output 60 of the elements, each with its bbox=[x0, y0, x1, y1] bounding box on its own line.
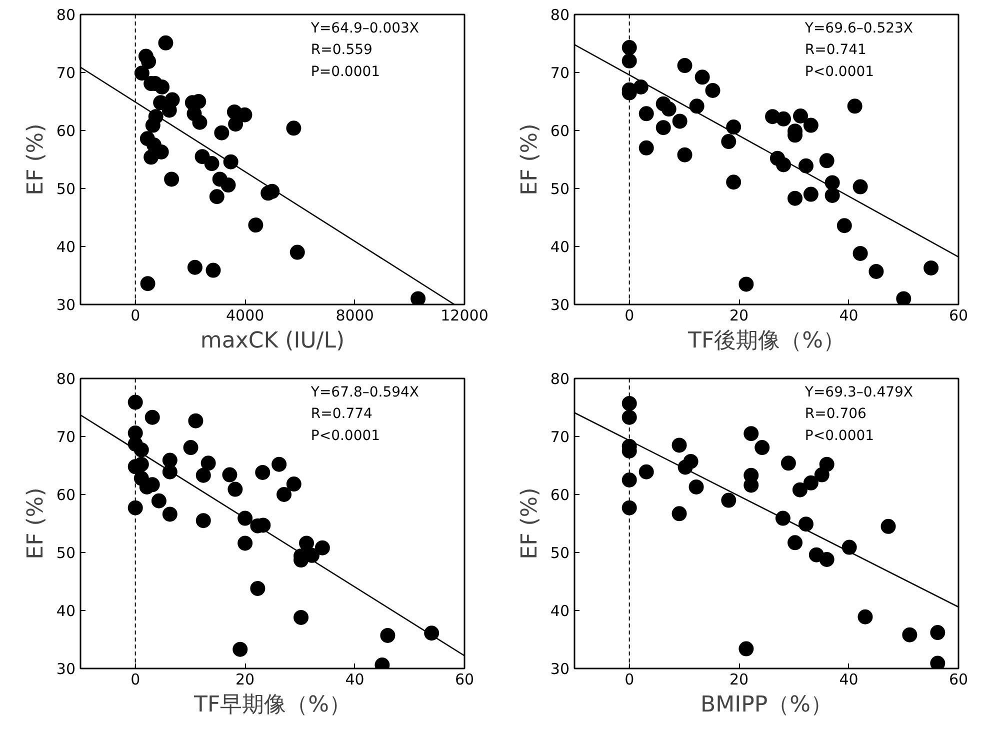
x-tick-label: 20 bbox=[730, 306, 749, 324]
y-tick-label: 50 bbox=[550, 180, 570, 198]
x-tick-label: 40 bbox=[345, 670, 364, 688]
y-axis-title: EF (%) bbox=[517, 488, 542, 560]
y-tick-label: 70 bbox=[550, 428, 570, 446]
x-axis-title: TF後期像（%） bbox=[687, 328, 845, 354]
x-axis-title: TF早期像（%） bbox=[193, 692, 351, 718]
x-tick-label: 60 bbox=[948, 306, 968, 324]
annotation: P<0.0001 bbox=[804, 428, 874, 444]
annotation: P=0.0001 bbox=[310, 64, 380, 80]
y-tick-label: 70 bbox=[56, 428, 76, 446]
x-tick-label: 0 bbox=[130, 670, 140, 688]
x-tick-label: 0 bbox=[624, 306, 634, 324]
y-axis-title: EF (%) bbox=[23, 124, 48, 196]
x-axis-title: BMIPP（%） bbox=[700, 692, 832, 718]
y-tick-label: 40 bbox=[56, 602, 76, 620]
y-tick-label: 70 bbox=[56, 64, 76, 82]
y-tick-label: 60 bbox=[550, 122, 570, 140]
y-tick-label: 80 bbox=[56, 6, 76, 24]
x-axis-title: maxCK (IU/L) bbox=[200, 328, 345, 354]
y-tick-label: 80 bbox=[550, 6, 570, 24]
y-tick-label: 40 bbox=[550, 602, 570, 620]
x-tick-label: 60 bbox=[454, 670, 474, 688]
annotation: Y=69.6–0.523X bbox=[804, 20, 914, 36]
y-tick-label: 50 bbox=[56, 544, 76, 562]
y-tick-label: 60 bbox=[56, 122, 76, 140]
y-tick-label: 60 bbox=[56, 486, 76, 504]
x-tick-label: 20 bbox=[730, 670, 749, 688]
annotation: P<0.0001 bbox=[804, 64, 874, 80]
x-tick-label: 0 bbox=[624, 670, 634, 688]
y-tick-label: 70 bbox=[550, 64, 570, 82]
x-tick-label: 60 bbox=[948, 670, 968, 688]
annotation: P<0.0001 bbox=[310, 428, 380, 444]
annotation: Y=67.8–0.594X bbox=[310, 384, 420, 400]
y-tick-label: 80 bbox=[56, 370, 76, 388]
annotation: Y=64.9–0.003X bbox=[310, 20, 420, 36]
x-tick-label: 40 bbox=[839, 670, 858, 688]
x-tick-label: 4000 bbox=[226, 306, 264, 324]
y-tick-label: 60 bbox=[550, 486, 570, 504]
y-tick-label: 50 bbox=[550, 544, 570, 562]
x-tick-label: 40 bbox=[839, 306, 858, 324]
y-tick-label: 80 bbox=[550, 370, 570, 388]
annotation: R=0.559 bbox=[310, 42, 372, 58]
y-tick-label: 30 bbox=[56, 296, 76, 314]
y-tick-label: 40 bbox=[56, 238, 76, 256]
annotation: R=0.741 bbox=[804, 42, 866, 58]
y-tick-label: 30 bbox=[56, 660, 76, 678]
x-tick-label: 20 bbox=[236, 670, 255, 688]
y-tick-label: 50 bbox=[56, 180, 76, 198]
y-tick-label: 40 bbox=[550, 238, 570, 256]
y-tick-label: 30 bbox=[550, 296, 570, 314]
annotation: R=0.774 bbox=[310, 406, 373, 422]
x-tick-label: 12000 bbox=[440, 306, 488, 324]
y-axis-title: EF (%) bbox=[23, 488, 48, 560]
annotation: Y=69.3–0.479X bbox=[804, 384, 914, 400]
annotation: R=0.706 bbox=[804, 406, 867, 422]
y-tick-label: 30 bbox=[550, 660, 570, 678]
x-tick-label: 8000 bbox=[336, 306, 374, 324]
y-axis-title: EF (%) bbox=[517, 124, 542, 196]
x-tick-label: 0 bbox=[130, 306, 140, 324]
